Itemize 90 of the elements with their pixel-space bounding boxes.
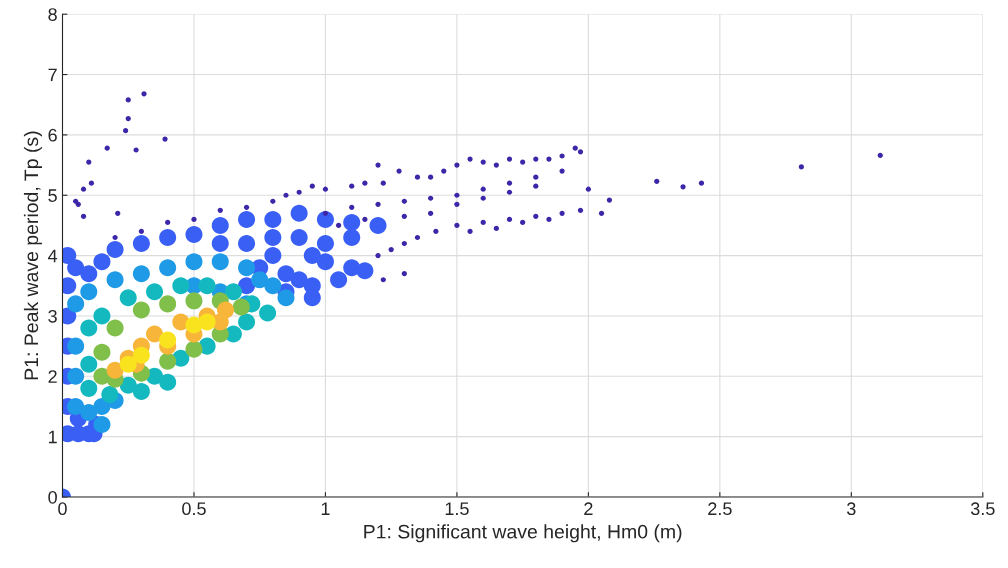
y-tick-label: 2 (48, 370, 57, 383)
point (238, 235, 256, 253)
point (159, 228, 177, 246)
point (198, 313, 216, 331)
point (303, 289, 321, 307)
point (101, 385, 119, 403)
y-axis-title: P1: Peak wave period, Tp (s) (23, 131, 43, 380)
x-tick-label: 2.5 (708, 502, 732, 516)
point (80, 283, 98, 301)
point (277, 265, 295, 283)
point (146, 283, 164, 301)
point (67, 295, 85, 313)
point (211, 216, 229, 234)
point (290, 271, 308, 289)
point (185, 292, 203, 310)
point (251, 271, 269, 289)
y-tick-label: 3 (48, 309, 57, 323)
point (185, 340, 203, 358)
point (238, 210, 256, 228)
x-tick-label: 0.5 (182, 502, 206, 516)
point (356, 262, 374, 280)
point (80, 404, 98, 422)
point (132, 346, 150, 364)
point (106, 271, 124, 289)
point (80, 319, 98, 337)
point (106, 241, 124, 259)
y-tick-label: 1 (48, 430, 57, 444)
point (93, 416, 111, 434)
point (198, 277, 216, 295)
x-axis-title: P1: Significant wave height, Hm0 (m) (364, 524, 682, 543)
point (159, 373, 177, 391)
point (159, 331, 177, 349)
point (67, 259, 85, 277)
point (132, 382, 150, 400)
point (316, 253, 334, 271)
y-tick-label: 7 (48, 68, 57, 82)
point (106, 319, 124, 337)
point (185, 225, 203, 243)
y-tick-label: 6 (48, 128, 57, 142)
x-tick-label: 1.5 (445, 502, 469, 516)
point (93, 307, 111, 325)
point (290, 228, 308, 246)
point (211, 253, 229, 271)
point (238, 259, 256, 277)
point (93, 343, 111, 361)
x-tick-label: 2 (584, 502, 593, 515)
x-tick-label: 3 (847, 502, 856, 516)
point (132, 265, 150, 283)
point (264, 210, 282, 228)
point (343, 213, 361, 231)
point (106, 361, 124, 379)
point (119, 289, 137, 307)
point (303, 247, 321, 265)
point (277, 289, 295, 307)
point (369, 216, 387, 234)
point (119, 355, 137, 373)
point (80, 265, 98, 283)
point (146, 325, 164, 343)
point (93, 253, 111, 271)
point (185, 253, 203, 271)
point (264, 277, 282, 295)
x-tick-label: 3.5 (970, 502, 995, 516)
point (238, 313, 256, 331)
y-tick-label: 5 (48, 189, 57, 202)
point (67, 397, 85, 415)
point (259, 304, 277, 322)
point (67, 337, 85, 355)
point (132, 235, 150, 253)
point (67, 367, 85, 385)
y-tick-label: 0 (48, 490, 57, 504)
point (264, 247, 282, 265)
point (316, 235, 334, 253)
x-tick-label: 1 (321, 502, 330, 515)
point (211, 235, 229, 253)
point (343, 228, 361, 246)
y-tick-label: 4 (48, 249, 58, 263)
point (290, 204, 308, 222)
point (172, 277, 190, 295)
point (224, 283, 242, 301)
point (330, 271, 348, 289)
point (159, 352, 177, 370)
point (264, 228, 282, 246)
point (132, 301, 150, 319)
point (80, 379, 98, 397)
x-tick-label: 0 (58, 502, 67, 516)
point (159, 295, 177, 313)
point (159, 259, 177, 277)
point (80, 355, 98, 373)
point (232, 298, 250, 316)
y-tick-label: 8 (48, 8, 57, 21)
